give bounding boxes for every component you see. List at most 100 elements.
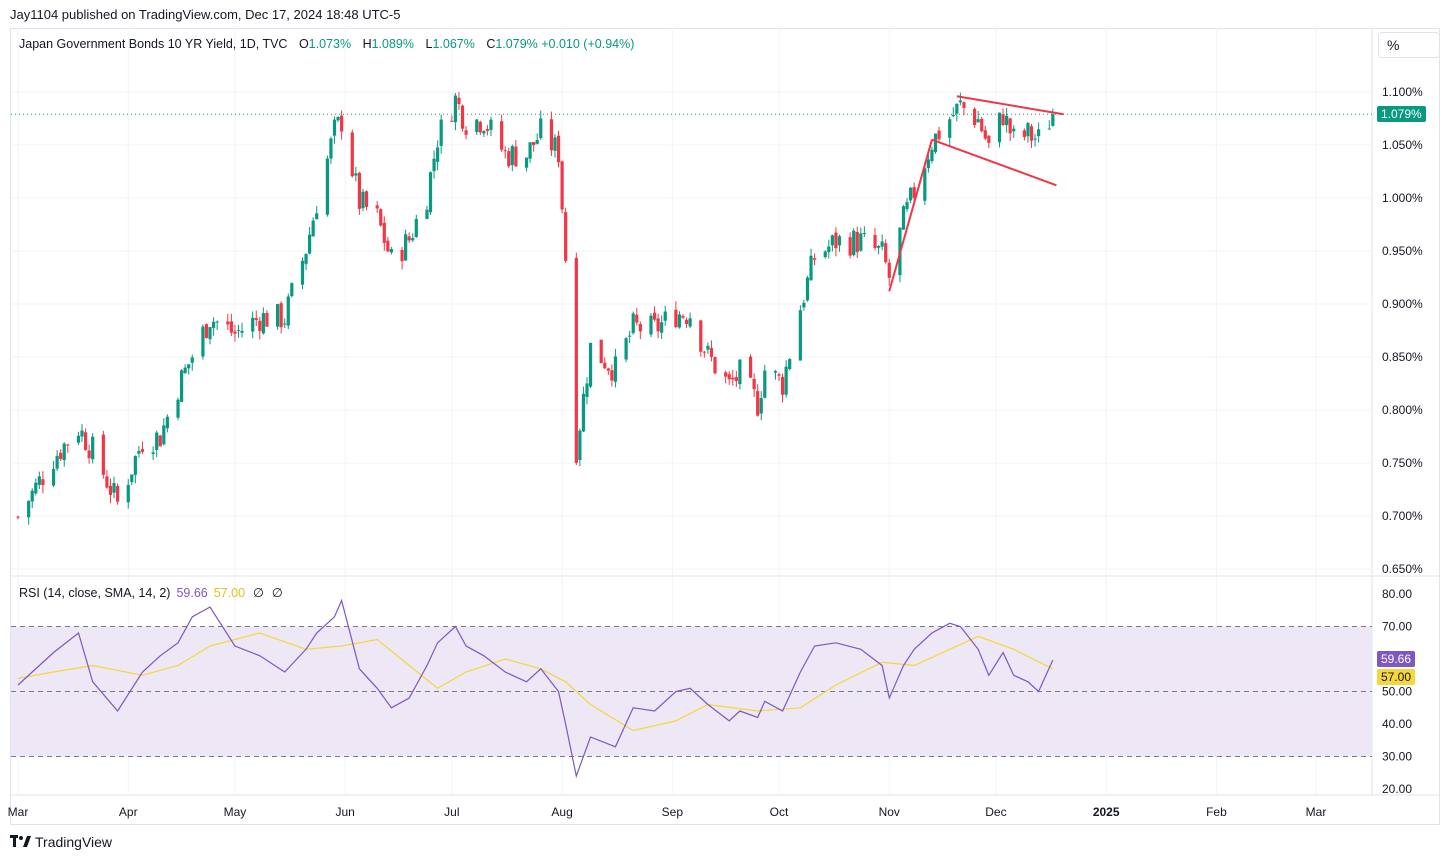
candle-body bbox=[439, 119, 443, 146]
candle-body bbox=[905, 202, 909, 210]
candle-body bbox=[727, 374, 731, 380]
price-tick-label: 0.650% bbox=[1382, 562, 1423, 576]
candle-body bbox=[848, 237, 852, 256]
candle-body bbox=[784, 366, 788, 395]
x-tick-label: Nov bbox=[879, 805, 900, 819]
candle-body bbox=[354, 173, 358, 176]
candle-body bbox=[308, 234, 312, 254]
candle-body bbox=[425, 209, 429, 220]
x-tick-label: Apr bbox=[119, 805, 138, 819]
candle-body bbox=[724, 372, 728, 377]
candle-body bbox=[1026, 123, 1030, 137]
candle-body bbox=[379, 209, 383, 226]
high-label: H bbox=[362, 37, 372, 51]
rsi-tick-label: 50.00 bbox=[1382, 685, 1412, 699]
candle-body bbox=[165, 416, 169, 429]
x-tick-label: Mar bbox=[8, 805, 29, 819]
candle-body bbox=[1029, 126, 1034, 141]
candle-body bbox=[539, 118, 543, 139]
candle-body bbox=[414, 218, 418, 238]
candle-body bbox=[603, 362, 607, 369]
x-tick-label: Oct bbox=[770, 805, 789, 819]
candle-body bbox=[852, 230, 856, 256]
tradingview-logo-icon bbox=[10, 835, 31, 847]
candle-body bbox=[300, 260, 305, 285]
rsi-tick-label: 80.00 bbox=[1382, 587, 1412, 601]
candle-body bbox=[41, 479, 45, 486]
candle-body bbox=[823, 251, 827, 258]
candle-body bbox=[805, 277, 810, 301]
candle-body bbox=[233, 331, 237, 334]
candle-body bbox=[27, 500, 31, 518]
candle-body bbox=[286, 296, 290, 326]
high-value: 1.089% bbox=[371, 37, 414, 51]
candle-body bbox=[130, 474, 134, 483]
candle-body bbox=[510, 146, 514, 165]
candle-body bbox=[887, 262, 891, 278]
candle-body bbox=[660, 322, 664, 333]
rsi-legend: RSI (14, close, SMA, 14, 2) 59.66 57.00 ∅ ∅ bbox=[19, 585, 283, 600]
x-tick-label: Feb bbox=[1206, 805, 1227, 819]
hide-sma-icon[interactable]: ∅ bbox=[271, 586, 283, 600]
close-value: 1.079% bbox=[495, 37, 538, 51]
candle-body bbox=[535, 139, 539, 144]
candle-body bbox=[830, 235, 834, 246]
candle-body bbox=[873, 235, 877, 248]
rsi-tick-label: 30.00 bbox=[1382, 750, 1412, 764]
x-tick-label: Jun bbox=[335, 805, 354, 819]
candle-body bbox=[450, 120, 454, 122]
candle-body bbox=[500, 121, 504, 150]
candle-body bbox=[261, 313, 265, 334]
trendline-lower bbox=[931, 138, 1057, 187]
candle-body bbox=[115, 486, 120, 502]
candle-body bbox=[201, 326, 205, 357]
candle-body bbox=[112, 483, 116, 493]
candle-body bbox=[457, 97, 461, 105]
candle-body bbox=[585, 383, 589, 397]
candle-body bbox=[652, 312, 657, 320]
candles-layer bbox=[16, 92, 1055, 525]
candle-body bbox=[83, 432, 88, 450]
candle-body bbox=[1033, 138, 1037, 140]
candle-body bbox=[258, 320, 262, 332]
hide-rsi-icon[interactable]: ∅ bbox=[253, 586, 264, 600]
percent-scale-button[interactable]: % bbox=[1378, 32, 1440, 58]
candle-body bbox=[549, 119, 554, 151]
candle-body bbox=[532, 141, 536, 146]
close-label: C bbox=[486, 37, 496, 51]
x-tick-label: Dec bbox=[985, 805, 1006, 819]
candle-body bbox=[937, 130, 941, 140]
candle-body bbox=[933, 133, 938, 152]
symbol-legend: Japan Government Bonds 10 YR Yield, 1D, … bbox=[19, 37, 634, 51]
tradingview-brand[interactable]: TradingView bbox=[10, 834, 112, 850]
candle-body bbox=[976, 119, 980, 123]
candle-body bbox=[777, 374, 781, 376]
last-price-badge: 1.079% bbox=[1377, 106, 1426, 122]
candle-body bbox=[699, 320, 703, 352]
candle-body bbox=[759, 397, 763, 414]
price-tick-label: 1.050% bbox=[1382, 138, 1423, 152]
candle-body bbox=[962, 102, 966, 108]
candle-body bbox=[382, 222, 386, 243]
candle-body bbox=[404, 234, 408, 261]
candle-body bbox=[574, 257, 578, 463]
trendline-pole bbox=[888, 139, 933, 292]
candle-body bbox=[265, 312, 269, 327]
candle-body bbox=[827, 246, 831, 253]
candle-body bbox=[336, 116, 340, 121]
candle-body bbox=[613, 356, 618, 382]
candle-body bbox=[734, 377, 738, 381]
candle-body bbox=[706, 345, 710, 350]
candle-body bbox=[311, 220, 315, 237]
candle-body bbox=[105, 476, 109, 488]
candle-body bbox=[162, 425, 166, 445]
candle-body bbox=[432, 158, 436, 172]
candle-body bbox=[101, 434, 105, 475]
price-tick-label: 0.900% bbox=[1382, 297, 1423, 311]
candle-body bbox=[475, 119, 479, 133]
lines-layer bbox=[17, 95, 1064, 779]
candle-body bbox=[788, 359, 792, 370]
price-tick-label: 0.700% bbox=[1382, 509, 1423, 523]
candle-body bbox=[684, 319, 689, 324]
